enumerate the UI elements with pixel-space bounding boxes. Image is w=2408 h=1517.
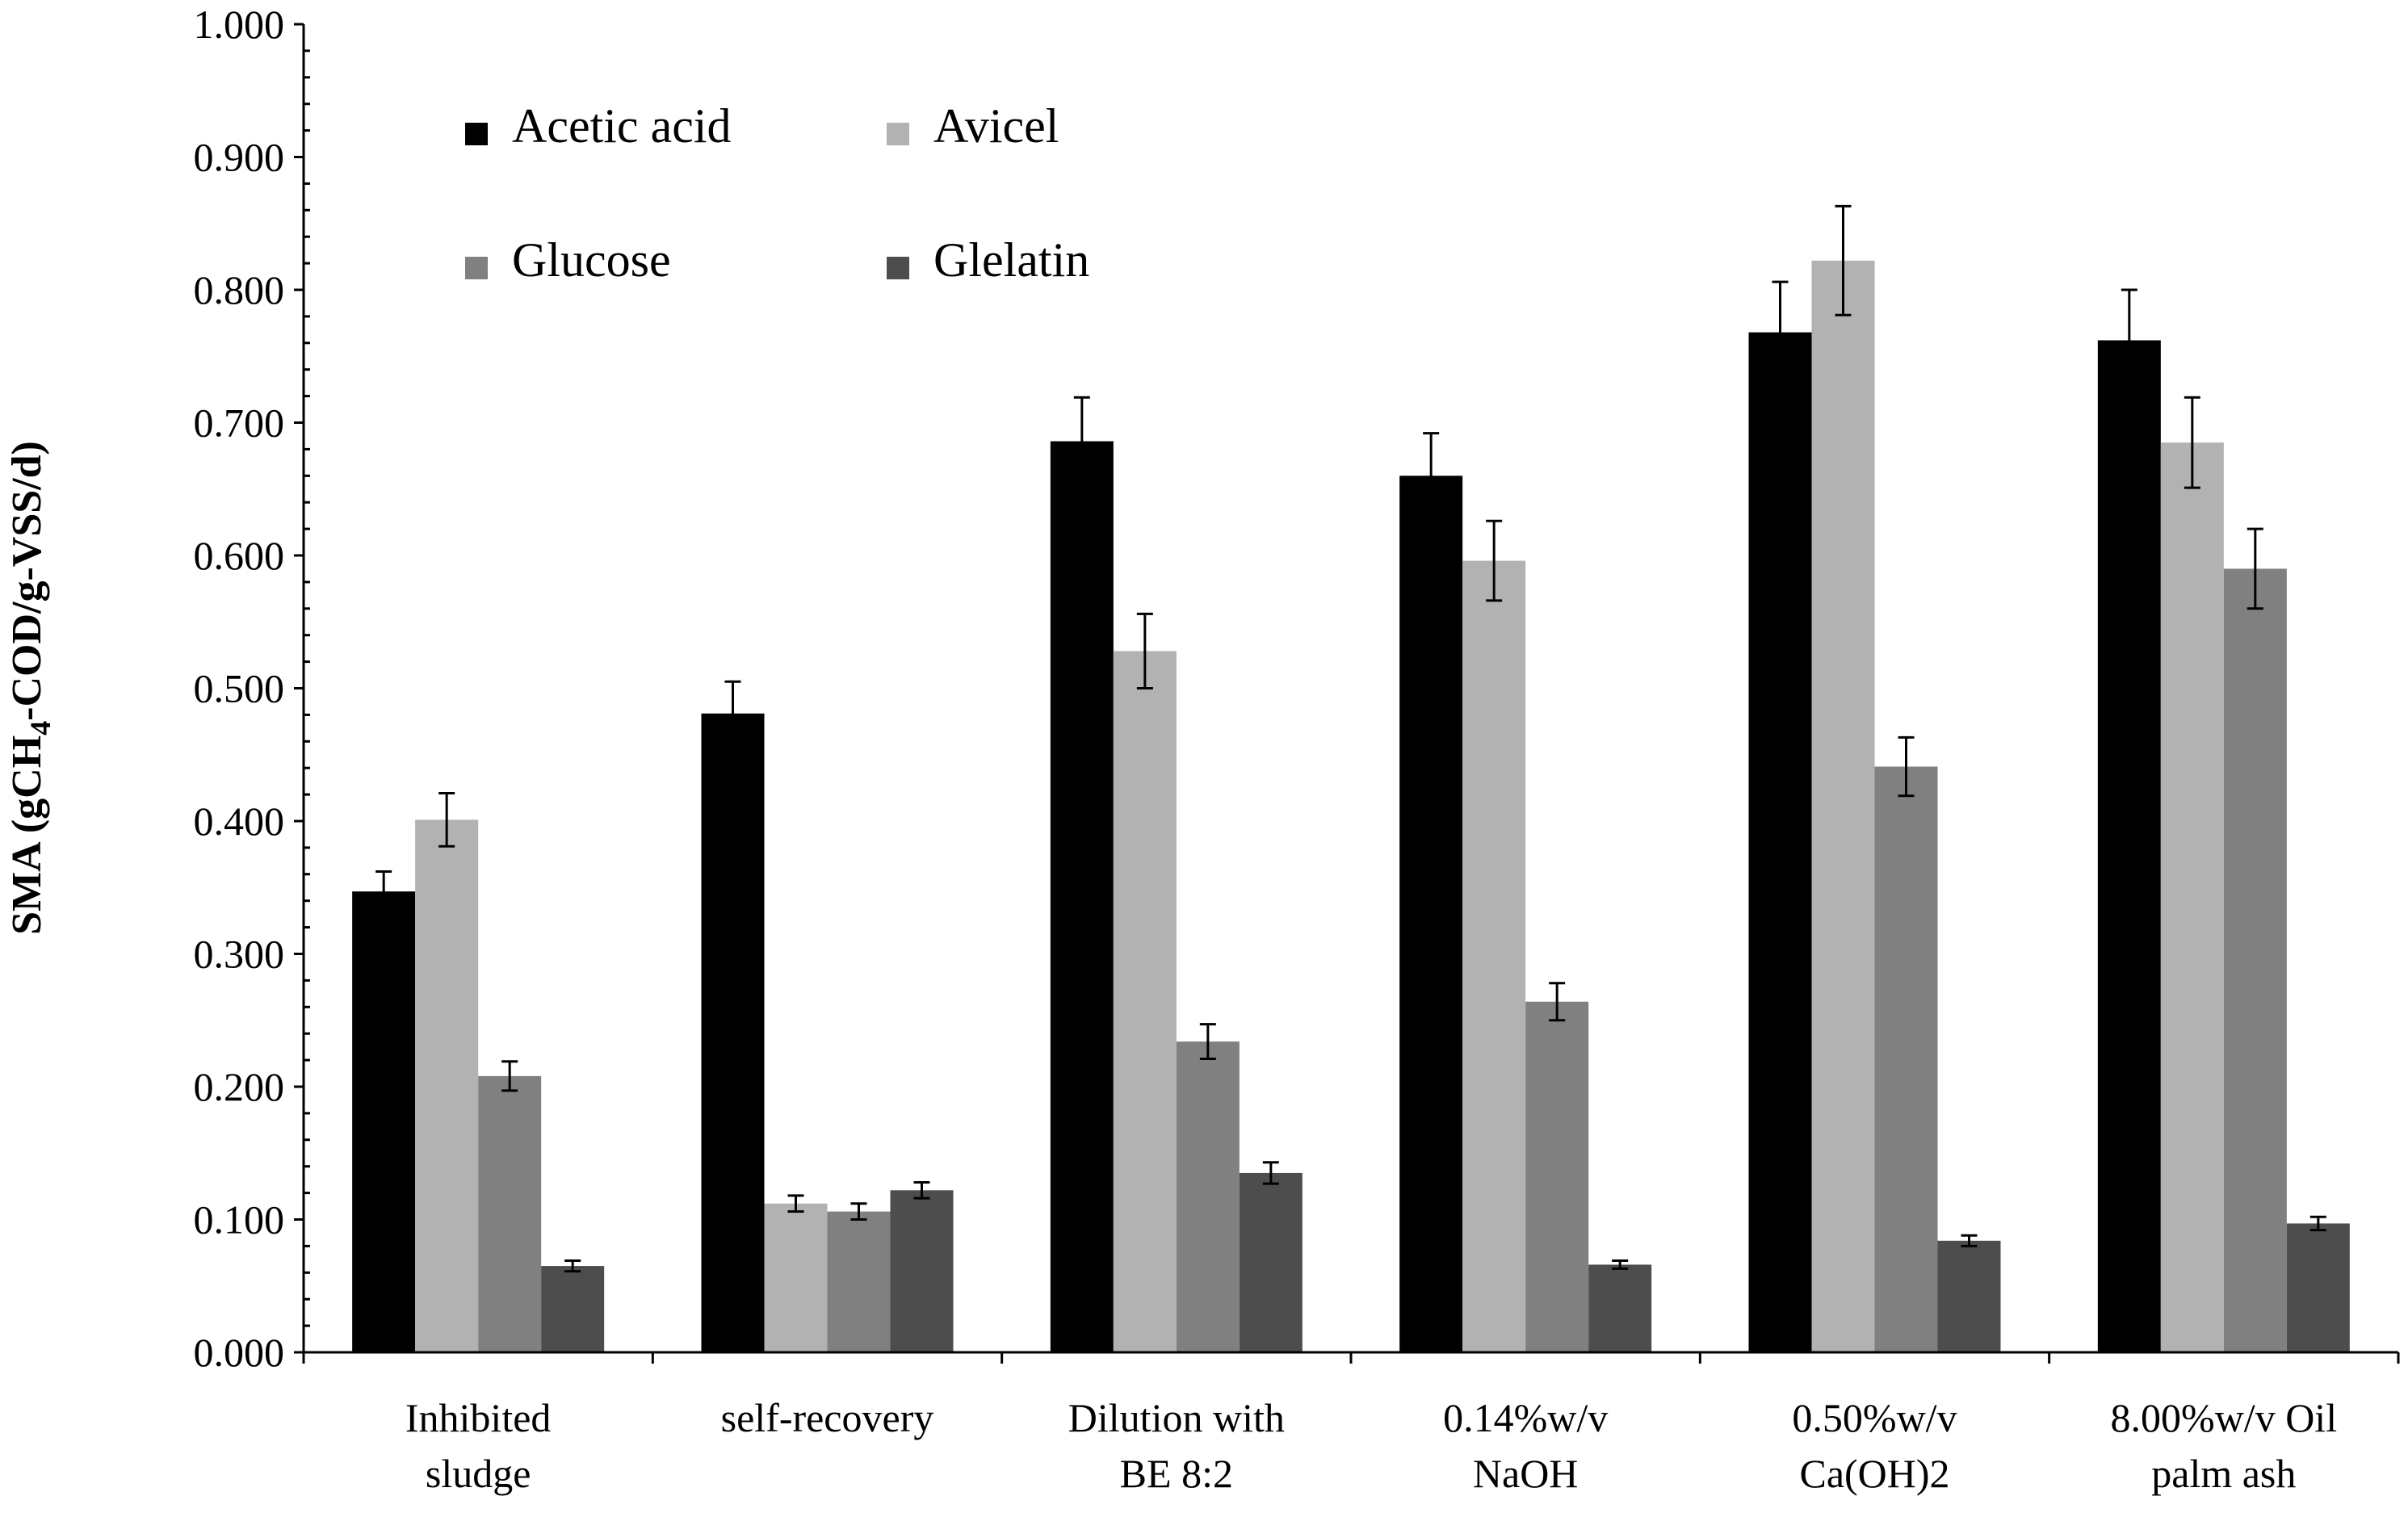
y-tick-label: 0.600 [194, 533, 285, 578]
bar [1050, 441, 1114, 1352]
bar [1525, 1001, 1589, 1352]
legend-label: Acetic acid [512, 99, 732, 153]
error-bars [375, 204, 2326, 1273]
bar [2223, 568, 2287, 1352]
bar [1874, 766, 1938, 1352]
bar [1239, 1172, 1303, 1352]
bar [890, 1190, 954, 1352]
legend-swatch [465, 257, 488, 279]
bar [764, 1203, 828, 1352]
y-tick-label: 1.000 [194, 2, 285, 47]
axes [302, 24, 2398, 1354]
legend-label: Glucose [512, 233, 671, 287]
y-tick-label: 0.200 [194, 1064, 285, 1109]
legend-label: Glelatin [933, 233, 1089, 287]
legend: Acetic acid Avicel Glucose Glelatin [465, 99, 1089, 287]
bar [1399, 476, 1463, 1352]
y-tick-label: 0.400 [194, 798, 285, 844]
x-tick-label: 0.14%w/v [1443, 1395, 1608, 1440]
y-axis-ticks: 0.000 0.100 0.200 0.300 0.400 0.500 0.600 0.700… [194, 2, 310, 1375]
y-tick-label: 0.800 [194, 267, 285, 312]
bar [1748, 332, 1812, 1352]
y-axis-title-part: -COD/g-VSS/d) [4, 441, 50, 721]
x-tick-label: 8.00%w/v Oil [2111, 1395, 2338, 1440]
bar [352, 891, 416, 1352]
y-tick-label: 0.000 [194, 1330, 285, 1375]
bars [352, 260, 2350, 1352]
x-tick-label: Ca(OH)2 [1799, 1451, 1949, 1496]
legend-swatch [887, 257, 909, 279]
bar [478, 1075, 542, 1352]
x-axis-ticks [302, 1352, 2400, 1364]
bar [1113, 651, 1177, 1352]
legend-swatch [887, 123, 909, 145]
x-tick-label: palm ash [2151, 1451, 2296, 1496]
x-tick-label: Inhibited [405, 1395, 552, 1440]
bar [701, 713, 765, 1352]
bar [415, 819, 479, 1352]
y-tick-label: 0.700 [194, 400, 285, 446]
x-tick-label: BE 8:2 [1120, 1451, 1233, 1496]
x-tick-label: NaOH [1473, 1451, 1579, 1496]
x-tick-label: Dilution with [1068, 1395, 1285, 1440]
x-tick-label: sludge [426, 1451, 531, 1496]
legend-label: Avicel [933, 99, 1059, 153]
bar [541, 1266, 605, 1352]
bar [2160, 442, 2224, 1352]
bar [1811, 260, 1875, 1352]
bar [827, 1211, 891, 1352]
y-axis-label: SMA (gCH4-COD/g-VSS/d) [4, 441, 57, 935]
bar [2286, 1223, 2350, 1352]
x-tick-label: self-recovery [721, 1395, 934, 1440]
y-axis-title-subscript: 4 [24, 721, 57, 735]
y-tick-label: 0.300 [194, 932, 285, 977]
x-axis-labels: Inhibited sludge self-recovery Dilution wit… [405, 1395, 2337, 1496]
bar [1588, 1264, 1652, 1352]
y-tick-label: 0.100 [194, 1197, 285, 1243]
bar [1176, 1041, 1240, 1352]
y-tick-label: 0.500 [194, 666, 285, 711]
bar [1937, 1240, 2001, 1352]
bar [2097, 340, 2161, 1352]
y-axis-title-part: SMA (gCH [4, 735, 50, 935]
bar [1462, 560, 1526, 1352]
legend-swatch [465, 123, 488, 145]
y-axis-title: SMA (gCH4-COD/g-VSS/d) [4, 441, 57, 935]
y-tick-label: 0.900 [194, 135, 285, 180]
x-tick-label: 0.50%w/v [1792, 1395, 1957, 1440]
